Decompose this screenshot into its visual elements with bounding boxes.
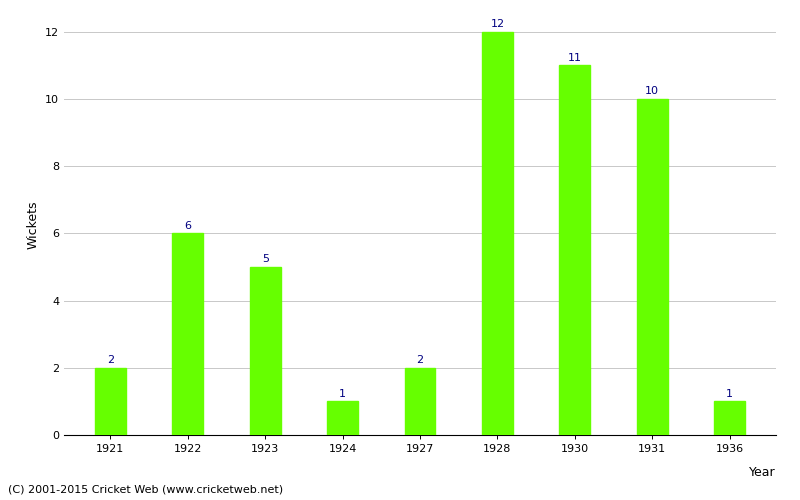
- Text: 5: 5: [262, 254, 269, 264]
- Bar: [482, 32, 513, 435]
- Text: 10: 10: [645, 86, 659, 97]
- Bar: [327, 402, 358, 435]
- Text: 12: 12: [490, 19, 505, 29]
- Text: 6: 6: [184, 220, 191, 230]
- Text: 2: 2: [417, 355, 423, 365]
- Bar: [559, 66, 590, 435]
- Text: 1: 1: [339, 388, 346, 398]
- Bar: [637, 99, 668, 435]
- Bar: [405, 368, 435, 435]
- Text: 1: 1: [726, 388, 733, 398]
- Y-axis label: Wickets: Wickets: [26, 200, 39, 249]
- Text: 11: 11: [568, 52, 582, 62]
- Text: 2: 2: [107, 355, 114, 365]
- Bar: [250, 267, 281, 435]
- Bar: [714, 402, 745, 435]
- Bar: [172, 234, 203, 435]
- Bar: [95, 368, 126, 435]
- Text: Year: Year: [750, 466, 776, 478]
- Text: (C) 2001-2015 Cricket Web (www.cricketweb.net): (C) 2001-2015 Cricket Web (www.cricketwe…: [8, 485, 283, 495]
